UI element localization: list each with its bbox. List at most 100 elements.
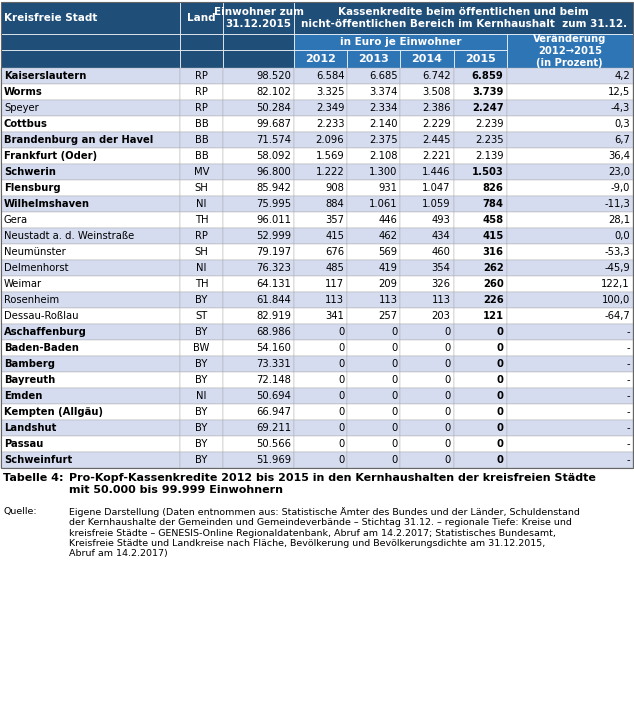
Bar <box>453 452 507 468</box>
Text: 0: 0 <box>496 327 503 337</box>
Text: 2015: 2015 <box>465 54 495 64</box>
Text: 2.247: 2.247 <box>472 103 503 113</box>
Text: -: - <box>626 391 630 401</box>
Bar <box>401 308 453 324</box>
Bar <box>347 372 401 388</box>
Bar <box>181 132 223 148</box>
Text: 0: 0 <box>338 359 344 369</box>
Bar <box>294 404 347 420</box>
Text: BY: BY <box>195 327 208 337</box>
Text: BY: BY <box>195 455 208 465</box>
Bar <box>401 228 453 244</box>
Text: -9,0: -9,0 <box>611 183 630 193</box>
Text: 61.844: 61.844 <box>257 295 291 305</box>
Text: Schweinfurt: Schweinfurt <box>4 455 72 465</box>
Bar <box>507 34 633 68</box>
Text: 0: 0 <box>444 439 451 449</box>
Text: 569: 569 <box>378 247 398 257</box>
Bar <box>507 212 633 228</box>
Text: 0: 0 <box>338 423 344 433</box>
Text: NI: NI <box>197 391 207 401</box>
Text: -: - <box>626 343 630 353</box>
Bar <box>507 420 633 436</box>
Text: Kassenkredite beim öffentlichen und beim
nicht-öffentlichen Bereich im Kernhaush: Kassenkredite beim öffentlichen und beim… <box>301 7 626 29</box>
Text: 1.061: 1.061 <box>369 199 398 209</box>
Text: Veränderung
2012→2015
(in Prozent): Veränderung 2012→2015 (in Prozent) <box>533 35 607 67</box>
Bar <box>294 276 347 292</box>
Bar <box>401 50 453 68</box>
Bar <box>347 68 401 84</box>
Bar <box>401 260 453 276</box>
Bar <box>347 212 401 228</box>
Text: Tabelle 4:: Tabelle 4: <box>3 473 63 483</box>
Bar <box>453 244 507 260</box>
Bar <box>453 404 507 420</box>
Text: 52.999: 52.999 <box>256 231 291 241</box>
Text: 0,3: 0,3 <box>614 119 630 129</box>
Bar <box>347 308 401 324</box>
Text: 354: 354 <box>432 263 451 273</box>
Text: 2014: 2014 <box>411 54 443 64</box>
Bar <box>294 196 347 212</box>
Bar <box>181 34 223 50</box>
Text: Neumünster: Neumünster <box>4 247 66 257</box>
Bar <box>347 116 401 132</box>
Bar <box>1 180 181 196</box>
Bar <box>223 132 294 148</box>
Bar <box>401 148 453 164</box>
Bar <box>347 100 401 116</box>
Text: Brandenburg an der Havel: Brandenburg an der Havel <box>4 135 153 145</box>
Text: 0: 0 <box>391 439 398 449</box>
Text: Weimar: Weimar <box>4 279 42 289</box>
Bar <box>223 436 294 452</box>
Bar <box>453 212 507 228</box>
Bar <box>223 404 294 420</box>
Bar <box>1 50 181 68</box>
Text: Aschaffenburg: Aschaffenburg <box>4 327 87 337</box>
Text: 73.331: 73.331 <box>257 359 291 369</box>
Bar <box>181 84 223 100</box>
Bar <box>401 116 453 132</box>
Bar <box>401 276 453 292</box>
Text: 0: 0 <box>444 375 451 385</box>
Text: Pro-Kopf-Kassenkredite 2012 bis 2015 in den Kernhaushalten der kreisfreien Städt: Pro-Kopf-Kassenkredite 2012 bis 2015 in … <box>69 473 596 495</box>
Text: 2.139: 2.139 <box>475 151 503 161</box>
Bar <box>1 356 181 372</box>
Text: 1.569: 1.569 <box>316 151 344 161</box>
Text: 0: 0 <box>338 375 344 385</box>
Text: RP: RP <box>195 87 208 97</box>
Text: -: - <box>626 423 630 433</box>
Text: 2012: 2012 <box>306 54 336 64</box>
Text: 6.685: 6.685 <box>369 71 398 81</box>
Text: TH: TH <box>195 279 209 289</box>
Bar <box>1 68 181 84</box>
Text: Delmenhorst: Delmenhorst <box>4 263 68 273</box>
Bar <box>401 372 453 388</box>
Text: 0: 0 <box>444 423 451 433</box>
Text: 58.092: 58.092 <box>256 151 291 161</box>
Text: 3.508: 3.508 <box>422 87 451 97</box>
Text: 2.235: 2.235 <box>475 135 503 145</box>
Text: BY: BY <box>195 423 208 433</box>
Bar <box>507 244 633 260</box>
Bar <box>223 276 294 292</box>
Text: NI: NI <box>197 263 207 273</box>
Bar <box>453 100 507 116</box>
Bar <box>507 292 633 308</box>
Text: 434: 434 <box>432 231 451 241</box>
Bar <box>223 2 294 34</box>
Text: 64.131: 64.131 <box>256 279 291 289</box>
Bar <box>401 84 453 100</box>
Bar <box>347 164 401 180</box>
Bar <box>223 180 294 196</box>
Bar <box>507 372 633 388</box>
Bar <box>294 180 347 196</box>
Text: 2013: 2013 <box>358 54 389 64</box>
Text: 82.102: 82.102 <box>256 87 291 97</box>
Text: Schwerin: Schwerin <box>4 167 56 177</box>
Bar <box>507 132 633 148</box>
Bar <box>223 228 294 244</box>
Bar <box>453 292 507 308</box>
Bar <box>223 244 294 260</box>
Text: 0: 0 <box>444 391 451 401</box>
